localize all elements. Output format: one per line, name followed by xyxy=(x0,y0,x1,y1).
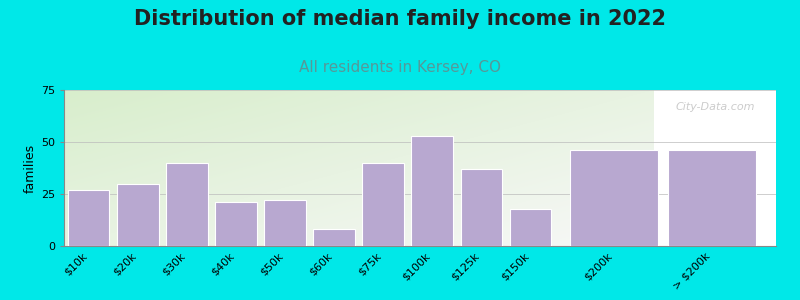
Bar xyxy=(411,136,453,246)
Y-axis label: families: families xyxy=(24,143,37,193)
Bar xyxy=(166,163,208,246)
Text: Distribution of median family income in 2022: Distribution of median family income in … xyxy=(134,9,666,29)
Bar xyxy=(68,190,110,246)
Bar xyxy=(215,202,257,246)
Bar xyxy=(510,208,551,246)
Bar xyxy=(570,150,658,246)
Bar xyxy=(264,200,306,246)
Bar xyxy=(461,169,502,246)
Bar xyxy=(362,163,404,246)
Bar xyxy=(314,230,355,246)
Bar xyxy=(117,184,158,246)
Text: City-Data.com: City-Data.com xyxy=(675,103,754,112)
Text: All residents in Kersey, CO: All residents in Kersey, CO xyxy=(299,60,501,75)
Bar xyxy=(668,150,756,246)
